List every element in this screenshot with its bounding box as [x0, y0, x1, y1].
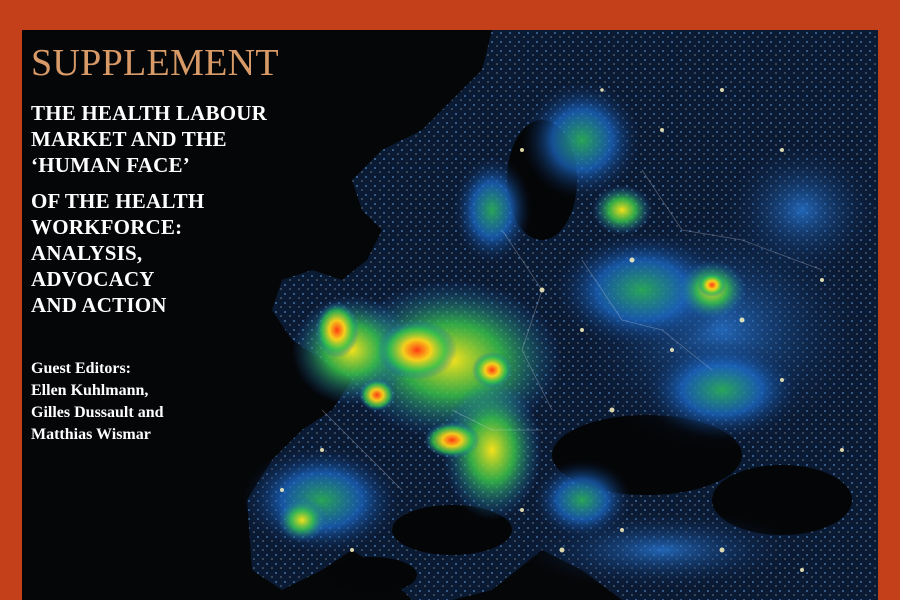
- title-line: OF THE HEALTH: [31, 189, 205, 213]
- title-line: AND ACTION: [31, 293, 167, 317]
- cover-text: SUPPLEMENT THE HEALTH LABOUR MARKET AND …: [31, 44, 361, 446]
- title-line: MARKET AND THE: [31, 127, 227, 151]
- guest-editors: Guest Editors: Ellen Kuhlmann, Gilles Du…: [31, 358, 361, 446]
- title-line: ANALYSIS,: [31, 241, 143, 265]
- editor-name: Ellen Kuhlmann,: [31, 382, 149, 399]
- editor-name: Gilles Dussault and: [31, 404, 164, 421]
- title-line: ‘HUMAN FACE’: [31, 153, 190, 177]
- title-line: WORKFORCE:: [31, 215, 183, 239]
- supplement-label: SUPPLEMENT: [31, 42, 279, 84]
- europe-light-pollution-map: [242, 30, 878, 600]
- title-line: ADVOCACY: [31, 267, 155, 291]
- title-line: THE HEALTH LABOUR: [31, 101, 268, 125]
- editors-heading: Guest Editors:: [31, 360, 131, 377]
- editor-name: Matthias Wismar: [31, 426, 151, 443]
- cover-title: THE HEALTH LABOUR MARKET AND THE ‘HUMAN …: [31, 100, 361, 318]
- journal-cover: SUPPLEMENT THE HEALTH LABOUR MARKET AND …: [22, 30, 878, 600]
